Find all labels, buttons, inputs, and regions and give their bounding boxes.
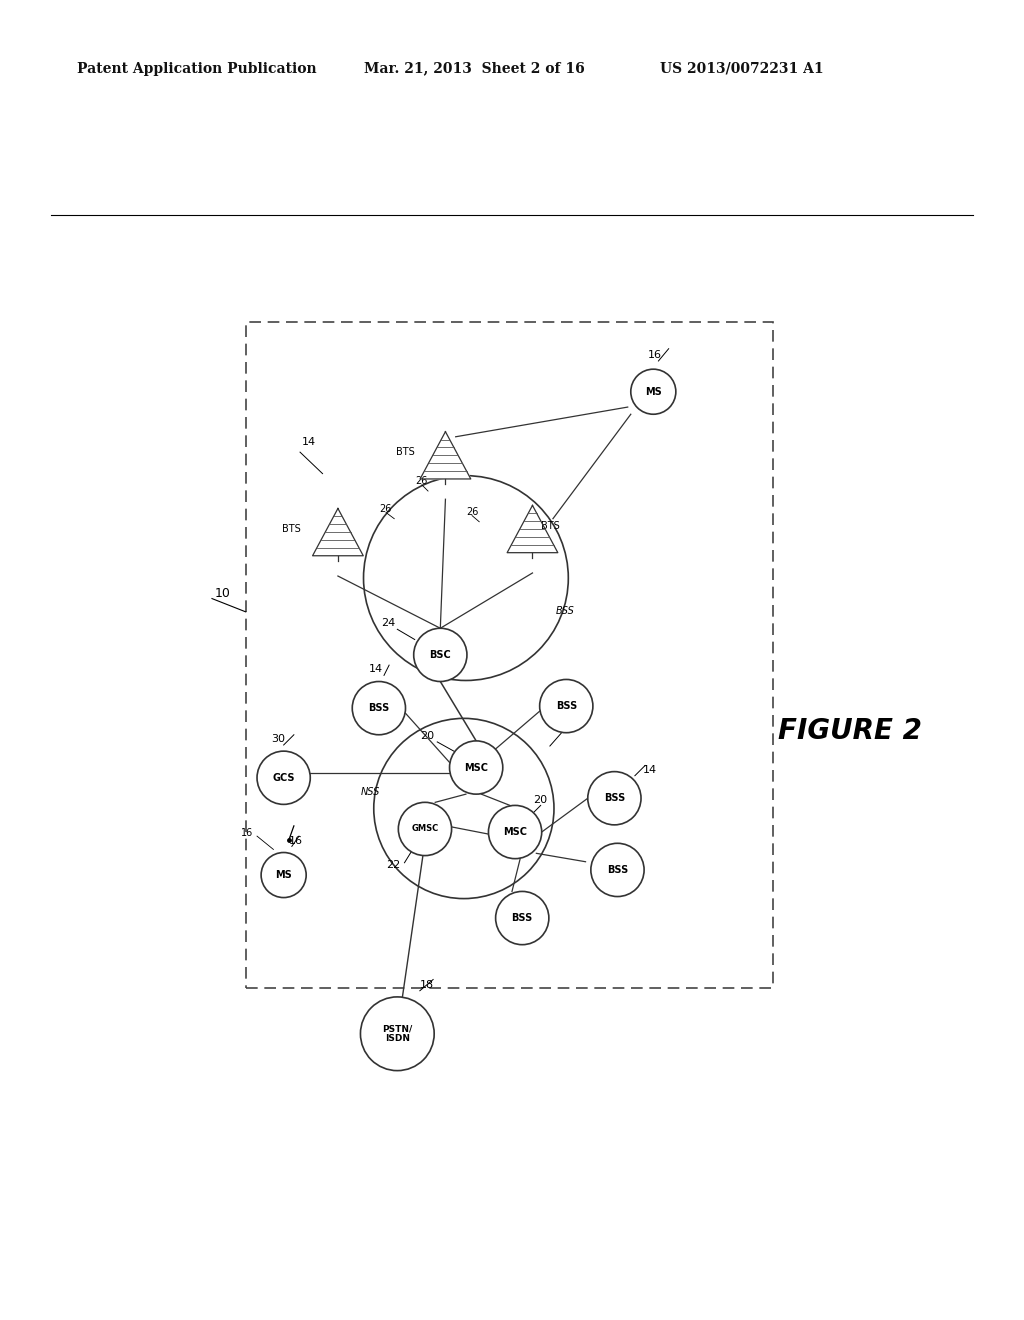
Text: BSS: BSS [556,606,574,616]
Circle shape [631,370,676,414]
Text: BSS: BSS [369,704,389,713]
Text: FIGURE 2: FIGURE 2 [778,717,923,746]
Text: 16: 16 [241,828,253,838]
Text: 14: 14 [302,437,316,447]
Circle shape [488,805,542,858]
Text: MSC: MSC [464,763,488,772]
Text: 14: 14 [369,664,383,675]
Text: BTS: BTS [541,521,559,531]
Text: BSS: BSS [604,793,625,804]
Text: 26: 26 [379,503,391,513]
Text: MSC: MSC [503,828,527,837]
Circle shape [352,681,406,735]
Text: 30: 30 [271,734,286,744]
Text: BSS: BSS [556,701,577,711]
Text: BSS: BSS [607,865,628,875]
Text: BTS: BTS [396,447,415,457]
Bar [246,322,773,987]
Text: GMSC: GMSC [412,825,438,833]
Text: Mar. 21, 2013  Sheet 2 of 16: Mar. 21, 2013 Sheet 2 of 16 [364,62,585,75]
Circle shape [450,741,503,795]
Text: BTS: BTS [282,524,300,535]
Circle shape [540,680,593,733]
Polygon shape [420,432,471,479]
Text: BSC: BSC [429,649,452,660]
Text: MS: MS [645,387,662,397]
Text: 26: 26 [466,507,478,516]
Text: GCS: GCS [272,772,295,783]
Polygon shape [312,508,364,556]
Text: NSS: NSS [360,787,380,797]
Polygon shape [507,506,558,553]
Text: 10: 10 [215,587,231,599]
Circle shape [414,628,467,681]
Text: 16: 16 [289,837,303,846]
Text: 16: 16 [648,350,663,360]
Text: 20: 20 [534,796,548,805]
Text: 12: 12 [570,718,585,727]
Text: 20: 20 [420,731,434,741]
Text: 24: 24 [381,618,395,628]
Text: 22: 22 [386,859,400,870]
Text: 18: 18 [420,979,434,990]
Circle shape [360,997,434,1071]
Text: Patent Application Publication: Patent Application Publication [77,62,316,75]
Text: MS: MS [275,870,292,880]
Circle shape [257,751,310,804]
Circle shape [496,891,549,945]
Text: US 2013/0072231 A1: US 2013/0072231 A1 [660,62,824,75]
Circle shape [588,772,641,825]
Text: PSTN/
ISDN: PSTN/ ISDN [382,1024,413,1043]
Circle shape [261,853,306,898]
Text: BSS: BSS [512,913,532,923]
Text: 14: 14 [643,764,657,775]
Circle shape [398,803,452,855]
Text: 26: 26 [416,477,428,486]
Circle shape [591,843,644,896]
